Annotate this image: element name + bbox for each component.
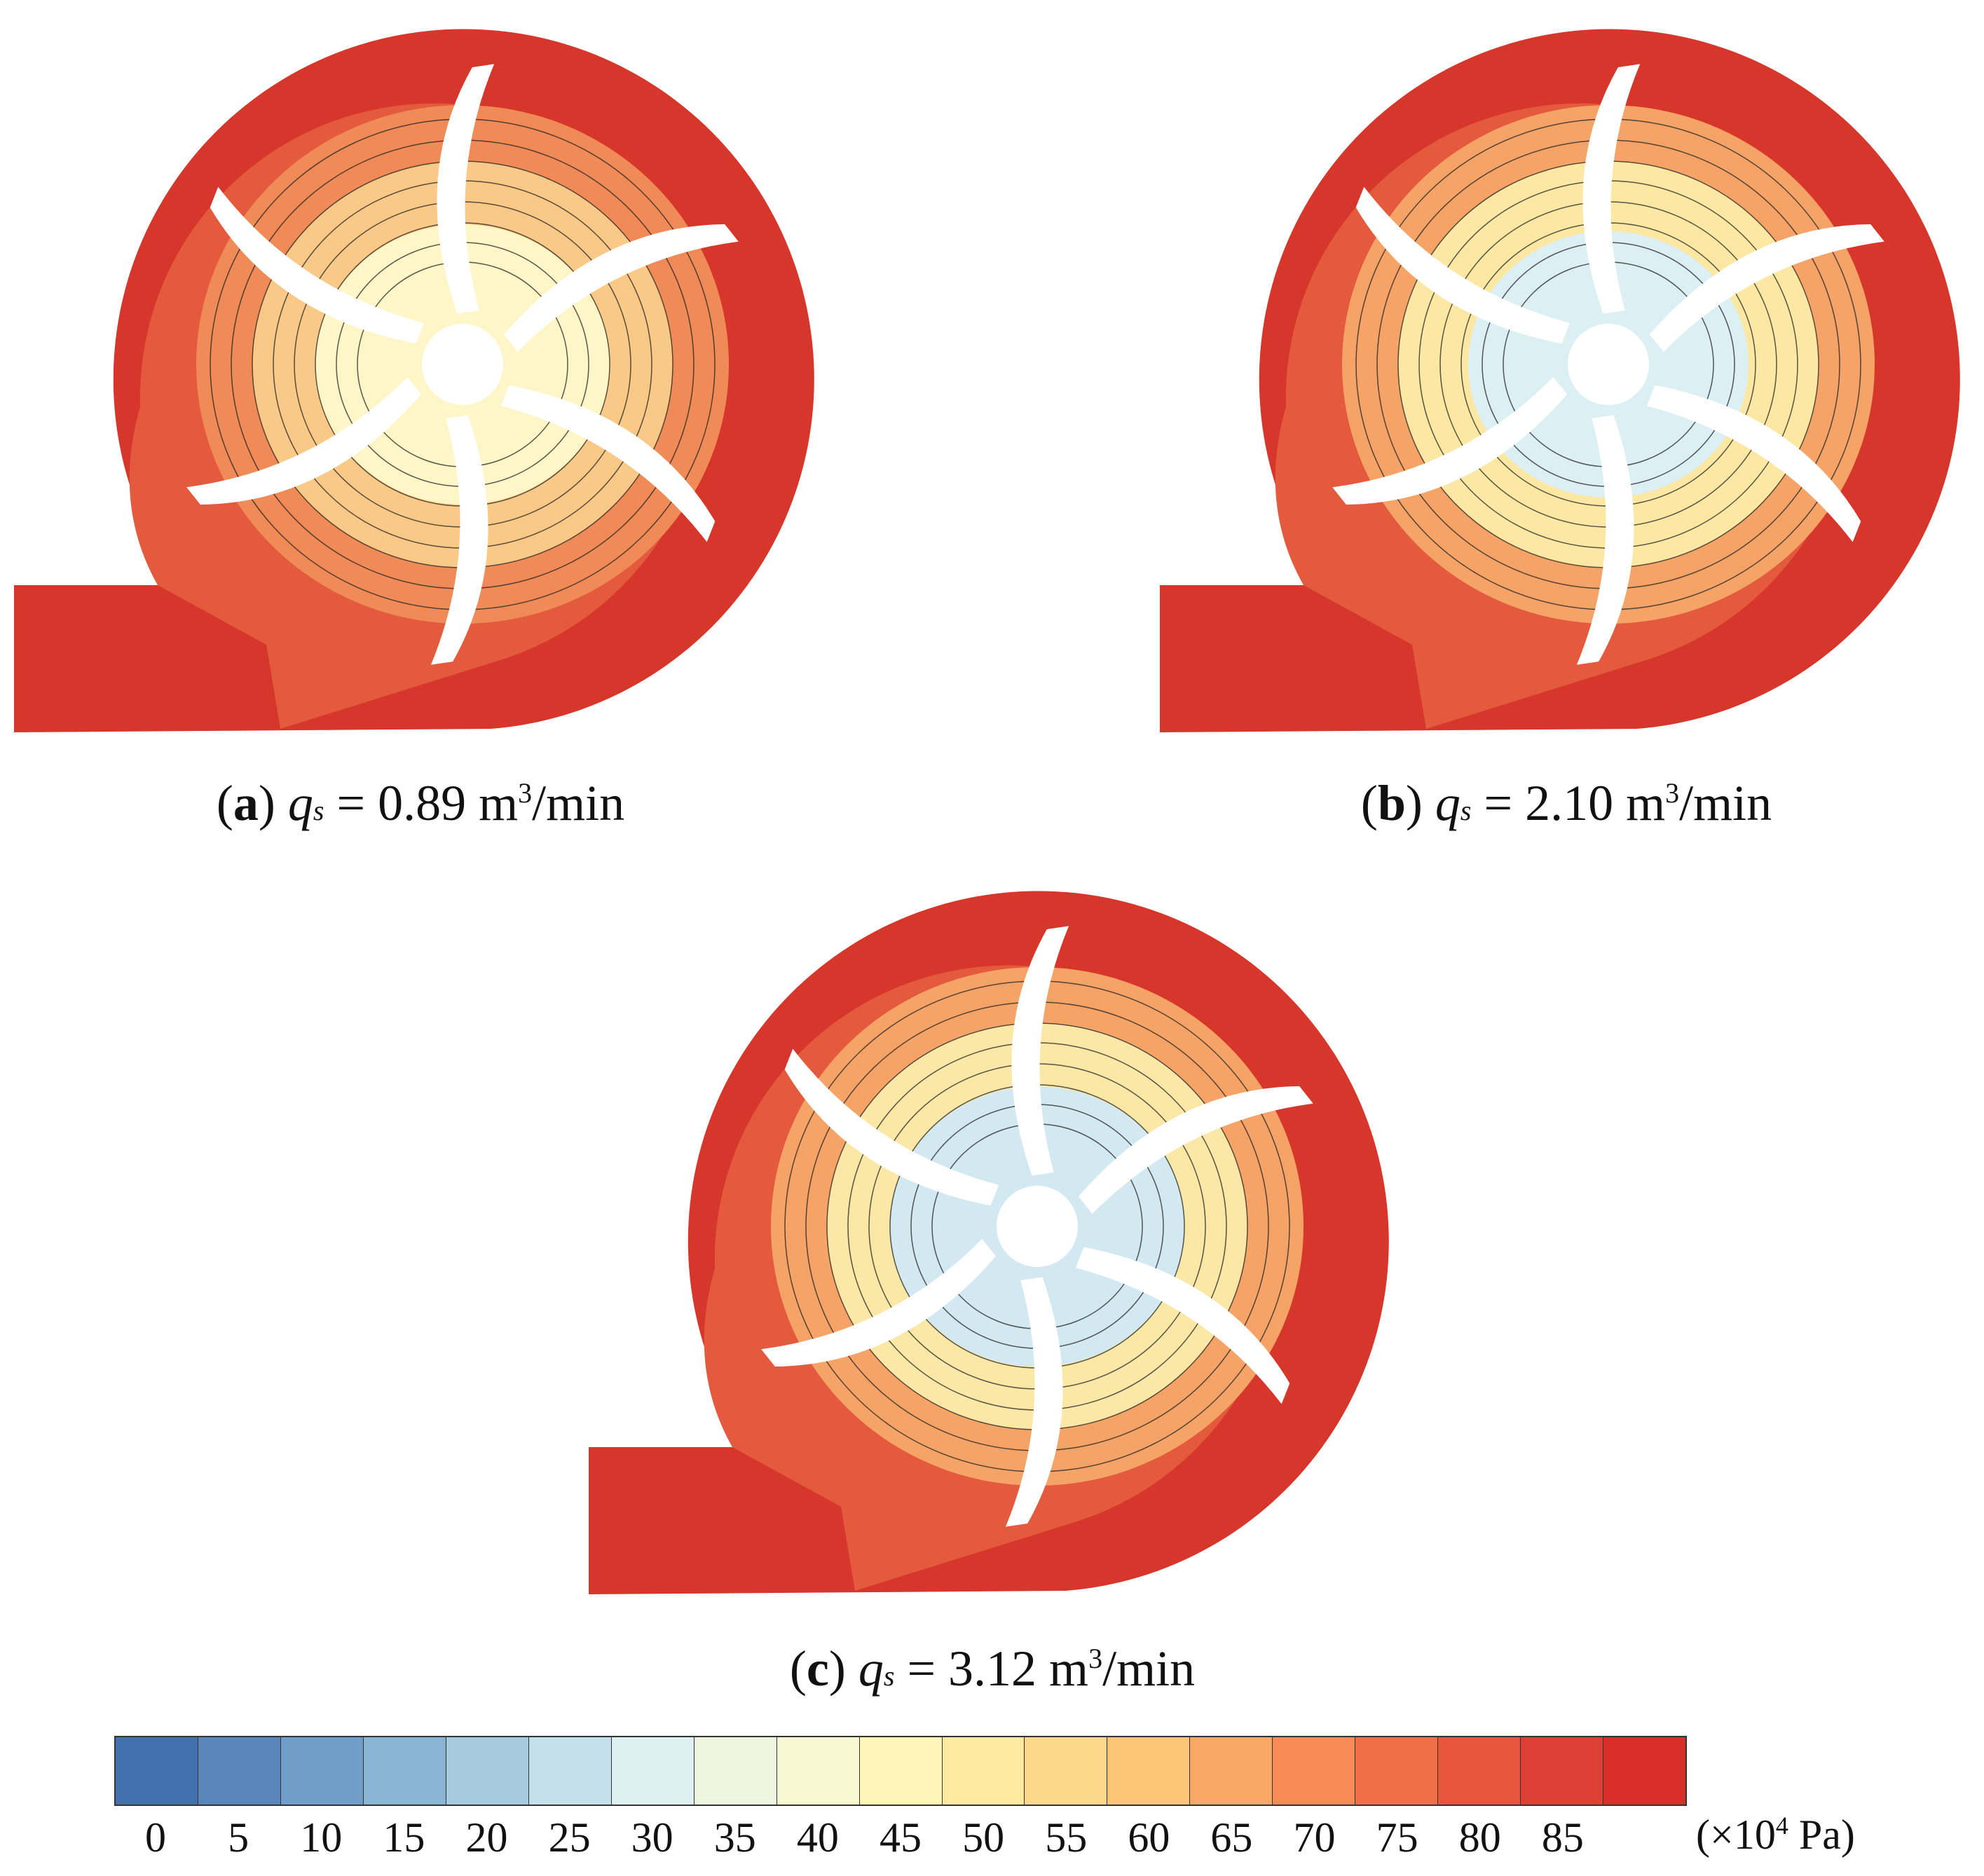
impeller-blade bbox=[1355, 186, 1571, 344]
colorbar-cell bbox=[1521, 1737, 1604, 1805]
colorbar-cell bbox=[363, 1737, 446, 1805]
impeller-blade bbox=[186, 376, 422, 505]
colorbar-cell bbox=[942, 1737, 1025, 1805]
colorbar-cell bbox=[116, 1737, 198, 1805]
impeller-blade bbox=[784, 1048, 999, 1206]
impeller-blade bbox=[210, 186, 425, 344]
impeller-blades bbox=[1332, 64, 1884, 665]
contour-panel-b bbox=[1160, 29, 1960, 733]
colorbar-cell bbox=[694, 1737, 777, 1805]
colorbar-cell bbox=[1355, 1737, 1439, 1805]
colorbar-tick-label: 35 bbox=[713, 1814, 756, 1861]
colorbar-cell bbox=[1603, 1737, 1686, 1805]
colorbar-cell bbox=[859, 1737, 943, 1805]
colorbar-cell bbox=[1107, 1737, 1191, 1805]
colorbar-cell bbox=[1025, 1737, 1108, 1805]
colorbar-tick-label: 85 bbox=[1541, 1814, 1584, 1861]
colorbar-cell bbox=[777, 1737, 860, 1805]
impeller-hub bbox=[1568, 324, 1649, 405]
caption-b: (b) qs = 2.10 m3/min bbox=[1360, 775, 1772, 831]
impeller-blade bbox=[1005, 1277, 1063, 1527]
pressure-colorbar bbox=[114, 1736, 1687, 1806]
colorbar-tick-label: 65 bbox=[1210, 1814, 1253, 1861]
impeller-blade bbox=[1075, 1247, 1290, 1404]
impeller-blade bbox=[1646, 385, 1861, 542]
colorbar-tick-label: 0 bbox=[145, 1814, 167, 1861]
impeller-blade bbox=[500, 385, 716, 542]
colorbar-cell bbox=[611, 1737, 695, 1805]
caption-a: (a) qs = 0.89 m3/min bbox=[216, 775, 625, 831]
volute-casing bbox=[1160, 29, 1960, 733]
impeller-blades bbox=[761, 926, 1313, 1527]
impeller-blade bbox=[430, 415, 488, 665]
impeller-blade bbox=[1582, 64, 1641, 314]
caption-c: (c) qs = 3.12 m3/min bbox=[789, 1641, 1196, 1697]
impeller-blade bbox=[1332, 376, 1568, 505]
impeller-blade bbox=[1649, 224, 1884, 352]
colorbar-cell bbox=[446, 1737, 529, 1805]
impeller-blades bbox=[186, 64, 739, 665]
colorbar-cell bbox=[280, 1737, 364, 1805]
colorbar-tick-label: 10 bbox=[300, 1814, 343, 1861]
impeller-hub bbox=[422, 324, 503, 405]
colorbar-tick-label: 30 bbox=[631, 1814, 673, 1861]
colorbar-tick-label: 70 bbox=[1293, 1814, 1336, 1861]
volute-casing bbox=[14, 29, 814, 733]
colorbar-tick-label: 40 bbox=[796, 1814, 839, 1861]
colorbar-cell bbox=[198, 1737, 281, 1805]
colorbar-tick-label: 75 bbox=[1376, 1814, 1418, 1861]
colorbar-tick-label: 5 bbox=[228, 1814, 249, 1861]
impeller-hub bbox=[997, 1186, 1078, 1267]
impeller-blade bbox=[1011, 926, 1069, 1176]
colorbar-cell bbox=[1438, 1737, 1521, 1805]
contour-panel-a bbox=[14, 29, 814, 733]
colorbar-tick-label: 60 bbox=[1128, 1814, 1170, 1861]
colorbar-tick-label: 20 bbox=[465, 1814, 508, 1861]
colorbar-cell bbox=[528, 1737, 612, 1805]
impeller-blade bbox=[503, 224, 739, 352]
colorbar-ticks: 0 5 10 15 20 25 30 35 40 45 50 55 60 65 70 75 80 85 bbox=[114, 1814, 1687, 1863]
colorbar-tick-label: 50 bbox=[962, 1814, 1005, 1861]
volute-casing bbox=[589, 891, 1389, 1594]
impeller-blade bbox=[1078, 1086, 1313, 1214]
impeller-blade bbox=[437, 64, 495, 314]
contour-panel-c bbox=[589, 891, 1389, 1594]
colorbar-tick-label: 15 bbox=[383, 1814, 425, 1861]
colorbar-tick-label: 55 bbox=[1045, 1814, 1088, 1861]
impeller-blade bbox=[761, 1238, 997, 1367]
impeller-blade bbox=[1576, 415, 1634, 665]
colorbar-cell bbox=[1190, 1737, 1273, 1805]
colorbar-cell bbox=[1273, 1737, 1356, 1805]
colorbar-tick-label: 25 bbox=[548, 1814, 591, 1861]
colorbar-unit: (×104 Pa) bbox=[1696, 1812, 1855, 1858]
colorbar-tick-label: 80 bbox=[1458, 1814, 1501, 1861]
colorbar-tick-label: 45 bbox=[880, 1814, 922, 1861]
